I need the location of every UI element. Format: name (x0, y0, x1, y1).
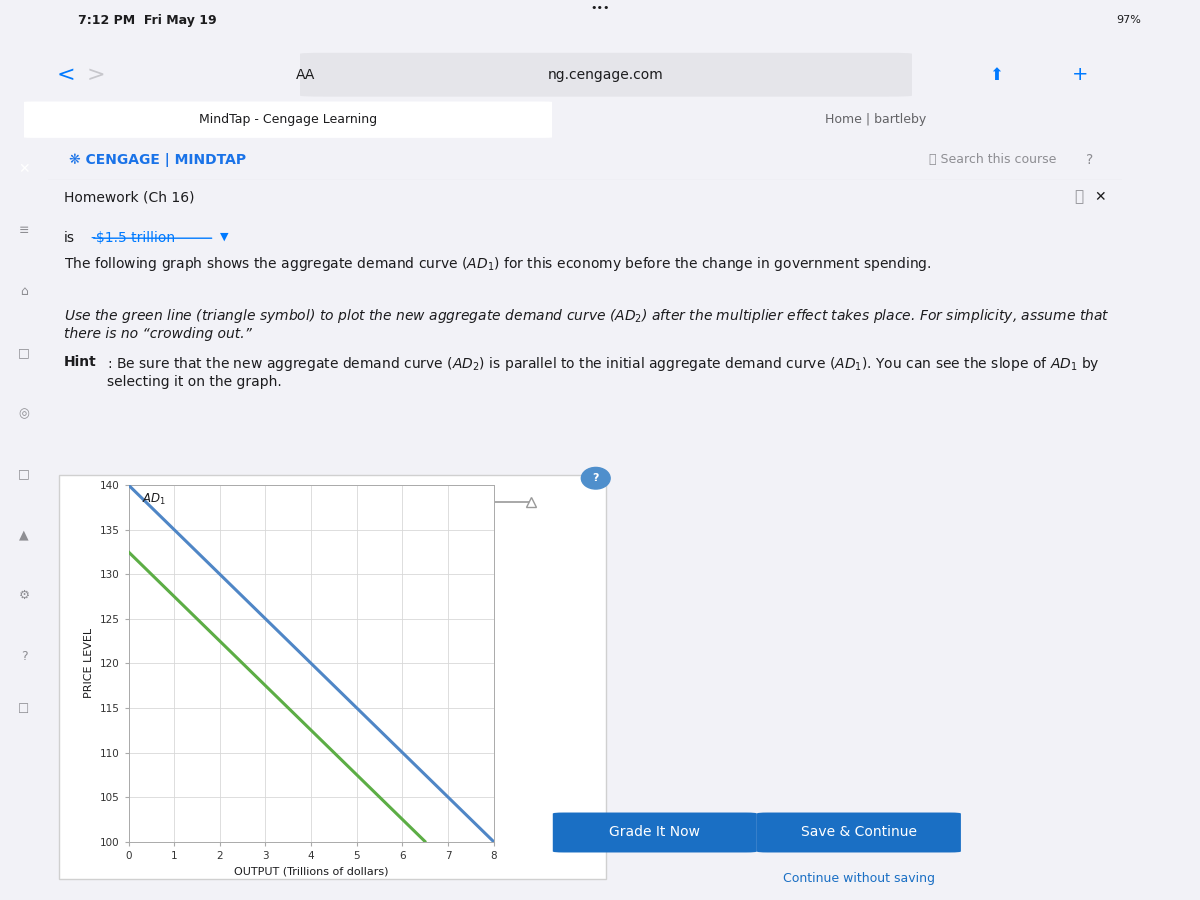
Text: ◎: ◎ (18, 407, 30, 419)
Text: ng.cengage.com: ng.cengage.com (548, 68, 664, 82)
Text: is: is (64, 231, 76, 246)
Text: AA: AA (296, 68, 316, 82)
Text: ⓘ: ⓘ (1074, 190, 1084, 204)
Text: $AD_2$: $AD_2$ (464, 522, 491, 537)
FancyBboxPatch shape (24, 102, 552, 138)
Text: ?: ? (593, 473, 599, 483)
Text: ✕: ✕ (18, 162, 30, 176)
Text: ?: ? (20, 650, 28, 663)
Text: ?: ? (1086, 153, 1093, 166)
Text: MindTap - Cengage Learning: MindTap - Cengage Learning (199, 113, 377, 126)
Text: <: < (56, 65, 76, 85)
Text: Home | bartleby: Home | bartleby (826, 113, 926, 126)
Text: ▲: ▲ (19, 528, 29, 542)
Text: ✕: ✕ (1094, 190, 1106, 204)
Text: ⚙: ⚙ (18, 590, 30, 602)
Text: -$1.5 trillion: -$1.5 trillion (91, 231, 175, 246)
FancyBboxPatch shape (757, 813, 961, 852)
Text: ▼: ▼ (220, 231, 228, 241)
Y-axis label: PRICE LEVEL: PRICE LEVEL (84, 628, 94, 698)
FancyBboxPatch shape (59, 475, 606, 879)
Text: □: □ (18, 346, 30, 359)
Text: : Be sure that the new aggregate demand curve ($AD_2$) is parallel to the initia: : Be sure that the new aggregate demand … (107, 355, 1100, 389)
Text: Save & Continue: Save & Continue (800, 825, 917, 840)
Text: ≡: ≡ (19, 224, 29, 238)
Text: 97%: 97% (1116, 15, 1141, 25)
Text: Use the green line (triangle symbol) to plot the new aggregate demand curve ($AD: Use the green line (triangle symbol) to … (64, 307, 1110, 341)
Text: 7:12 PM  Fri May 19: 7:12 PM Fri May 19 (78, 14, 217, 27)
Text: ⌂: ⌂ (20, 285, 28, 298)
Text: +: + (1072, 65, 1088, 85)
Text: 🔍 Search this course: 🔍 Search this course (929, 153, 1056, 166)
Text: Continue without saving: Continue without saving (782, 872, 935, 885)
FancyBboxPatch shape (553, 813, 757, 852)
Text: □: □ (18, 468, 30, 481)
Text: ❋ CENGAGE | MINDTAP: ❋ CENGAGE | MINDTAP (70, 153, 247, 166)
Text: Hint: Hint (64, 355, 97, 369)
Text: ⬆: ⬆ (989, 66, 1003, 84)
Text: Grade It Now: Grade It Now (610, 825, 701, 840)
Text: Homework (Ch 16): Homework (Ch 16) (64, 190, 194, 204)
Text: ☐: ☐ (18, 704, 30, 716)
Text: The following graph shows the aggregate demand curve ($AD_1$) for this economy b: The following graph shows the aggregate … (64, 256, 931, 274)
X-axis label: OUTPUT (Trillions of dollars): OUTPUT (Trillions of dollars) (234, 867, 389, 877)
Text: $AD_1$: $AD_1$ (143, 492, 167, 507)
Text: >: > (86, 65, 106, 85)
Text: •••: ••• (590, 3, 610, 13)
FancyBboxPatch shape (300, 53, 912, 96)
